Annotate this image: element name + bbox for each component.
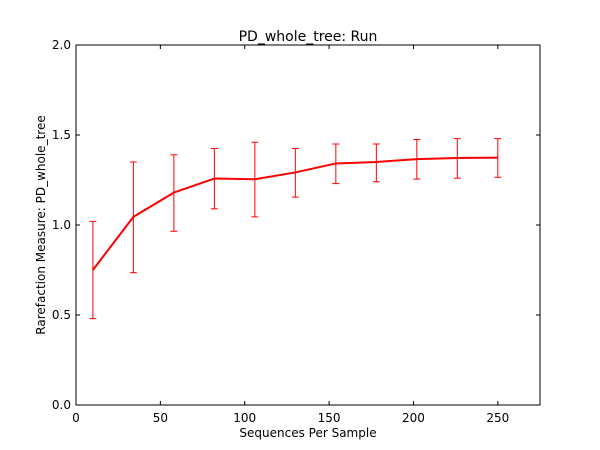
x-tick-label: 150: [318, 411, 341, 425]
y-tick-label: 1.5: [52, 128, 71, 142]
x-tick-label: 0: [72, 411, 80, 425]
chart-title: PD_whole_tree: Run: [239, 29, 378, 45]
y-tick-label: 1.0: [52, 218, 71, 232]
x-tick-label: 200: [402, 411, 425, 425]
plot-frame: [75, 44, 541, 406]
y-tick-label: 0.5: [52, 308, 71, 322]
x-tick-label: 100: [233, 411, 256, 425]
y-axis-title: Rarefaction Measure: PD_whole_tree: [34, 115, 48, 334]
x-tick-label: 50: [153, 411, 168, 425]
y-tick-label: 0.0: [52, 398, 71, 412]
series-line: [92, 156, 498, 271]
x-tick-label: 250: [486, 411, 509, 425]
y-tick-label: 2.0: [52, 38, 71, 52]
x-axis-title: Sequences Per Sample: [239, 426, 376, 440]
